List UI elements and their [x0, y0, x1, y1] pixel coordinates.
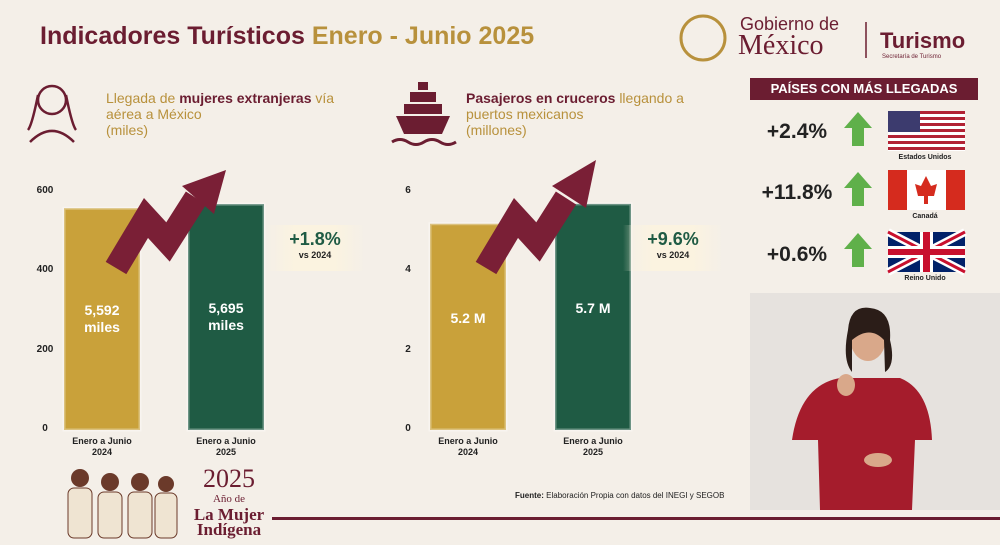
indigenous-women-illustration	[67, 469, 178, 539]
chart2-title: Pasajeros en cruceros llegando a puertos…	[466, 90, 726, 138]
year: 2025	[203, 464, 255, 493]
title-bold: mujeres extranjeras	[179, 90, 312, 106]
y-tick-label: 4	[405, 264, 411, 276]
y-tick-label: 400	[36, 264, 54, 276]
change: +9.6%	[647, 229, 699, 249]
bar	[553, 202, 633, 432]
x-tick-label: Enero a Junio 2024	[72, 436, 132, 457]
page-title: Indicadores Turísticos Enero - Junio 202…	[40, 22, 534, 51]
source: Fuente: Elaboración Propia con datos del…	[515, 491, 724, 500]
year-line: La Mujer	[193, 505, 265, 524]
y-tick-label: 200	[36, 343, 54, 355]
value-label: 5.7 M	[575, 299, 611, 316]
year-line: Indígena	[196, 520, 262, 539]
bar	[186, 202, 266, 432]
brand: Turismo	[880, 28, 966, 53]
year-line: Año de	[212, 493, 246, 505]
up-arrows	[844, 112, 872, 267]
brand-sub: Secretaría de Turismo	[882, 54, 942, 60]
x-tick-label: Enero a Junio 2025	[196, 436, 256, 457]
value-label: 5,695 miles	[208, 300, 244, 334]
y-tick-label: 6	[405, 185, 411, 196]
ranking-change: +0.6%	[766, 243, 828, 266]
ranking-change: +2.4%	[766, 120, 828, 143]
source-label: Fuente:	[515, 491, 544, 500]
chart1-title: Llegada de mujeres extranjeras vía aérea…	[106, 90, 356, 138]
y-tick-label: 600	[36, 185, 54, 196]
ranking-change: +11.8%	[761, 181, 833, 204]
y-tick-label: 2	[405, 343, 411, 355]
interpreter-video	[750, 293, 1000, 510]
year-logo: 2025 Año de La Mujer Indígena	[190, 464, 268, 539]
change-badge: +9.6% vs 2024	[623, 225, 723, 271]
woman-icon	[26, 84, 78, 143]
gov-line2: México	[738, 30, 824, 61]
change: +1.8%	[289, 229, 341, 249]
x-tick-label: Enero a Junio 2024	[438, 436, 498, 457]
unit: (miles)	[106, 122, 148, 138]
title-part: vía aérea a México	[106, 90, 335, 122]
unit: (millones)	[466, 122, 527, 138]
title-main: Indicadores Turísticos	[40, 22, 305, 50]
flag-canada	[888, 170, 965, 210]
gov-line1: Gobierno de	[740, 14, 840, 34]
y-tick-label: 0	[42, 423, 48, 434]
chart-women: +1.8% vs 2024 0 200 400 600 5,592 miles Enero …	[30, 170, 370, 470]
change-badge: +1.8% vs 2024	[265, 225, 365, 271]
ranking-country: Reino Unido	[904, 275, 946, 282]
title-bold: Pasajeros en cruceros	[466, 90, 616, 106]
bar	[428, 222, 508, 432]
title-period: Enero - Junio 2025	[311, 22, 535, 50]
x-tick-label: Enero a Junio 2025	[563, 436, 623, 457]
y-tick-label: 0	[405, 423, 411, 434]
emblem	[679, 14, 727, 62]
ranking-title: PAÍSES CON MÁS LLEGADAS	[750, 78, 978, 100]
ranking-country: Estados Unidos	[898, 154, 952, 161]
title-part: Llegada de	[106, 90, 176, 106]
value-label: 5.2 M	[450, 309, 486, 326]
flag-usa	[888, 111, 965, 151]
chart-cruises: +9.6% vs 2024 0 2 4 6 5.2 M Enero a Junio 2024…	[398, 170, 738, 470]
ranking-country: Canadá	[912, 213, 938, 220]
source-text: Elaboración Propia con datos del INEGI y…	[546, 491, 725, 500]
ship-icon	[391, 82, 457, 146]
bottom-line	[272, 517, 1000, 520]
change-note: vs 2024	[656, 250, 690, 260]
title-part: llegando a puertos mexicanos	[466, 90, 684, 122]
value-label: 5,592 miles	[84, 302, 120, 336]
change-note: vs 2024	[298, 250, 332, 260]
flag-uk	[886, 228, 967, 276]
